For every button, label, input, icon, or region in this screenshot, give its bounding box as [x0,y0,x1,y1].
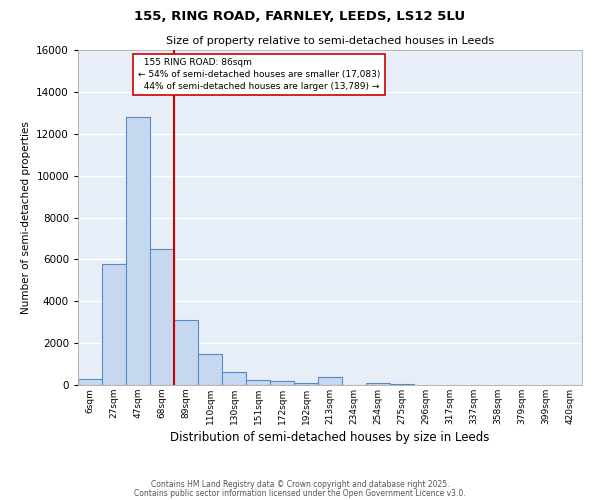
Bar [198,354,222,385]
X-axis label: Distribution of semi-detached houses by size in Leeds: Distribution of semi-detached houses by … [170,431,490,444]
Text: Contains public sector information licensed under the Open Government Licence v3: Contains public sector information licen… [134,488,466,498]
Bar [390,384,414,385]
Bar [78,378,102,385]
Text: 155, RING ROAD, FARNLEY, LEEDS, LS12 5LU: 155, RING ROAD, FARNLEY, LEEDS, LS12 5LU [134,10,466,23]
Bar [102,264,126,385]
Bar [294,383,318,385]
Bar [174,320,198,385]
Bar [366,383,390,385]
Text: 155 RING ROAD: 86sqm
← 54% of semi-detached houses are smaller (17,083)
  44% of: 155 RING ROAD: 86sqm ← 54% of semi-detac… [138,58,380,91]
Bar [126,117,150,385]
Bar [318,376,342,385]
Bar [150,249,174,385]
Y-axis label: Number of semi-detached properties: Number of semi-detached properties [20,121,31,314]
Bar [270,381,294,385]
Bar [222,372,246,385]
Title: Size of property relative to semi-detached houses in Leeds: Size of property relative to semi-detach… [166,36,494,46]
Bar [246,380,270,385]
Text: Contains HM Land Registry data © Crown copyright and database right 2025.: Contains HM Land Registry data © Crown c… [151,480,449,489]
